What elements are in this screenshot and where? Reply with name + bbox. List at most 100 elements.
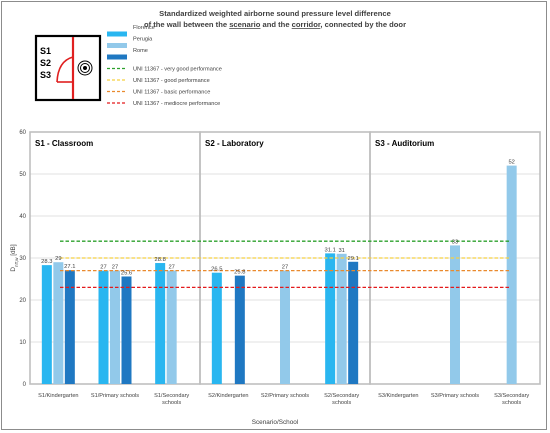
category-label-line: S3/Kindergarten [378,393,418,399]
x-axis-title: Scenario/School [252,419,299,426]
threshold-lines [60,240,510,289]
category-label-line: S1/Secondary [154,393,189,399]
legend-swatch-florence [107,31,127,37]
title-part-2: and the [260,20,291,29]
data-label-perugia-2-3: 31 [338,248,344,254]
y-tick-labels: 0 10 20 30 40 50 60 [19,130,26,388]
speaker-ring-center [83,66,87,70]
panel-title-3: S3 - Auditorium [375,139,434,148]
data-label-florence-1-1: 28.3 [41,259,52,265]
bar-florence-2-3 [325,253,336,384]
chart-legend: Florence Perugia Rome UNI 11367 - very good… [107,25,222,107]
category-label-line: schools [502,400,521,406]
data-label-perugia-1-1: 29 [55,256,61,262]
data-label-florence-2-3: 31.1 [325,247,336,253]
bar-perugia-1-1 [53,262,64,384]
y-axis-title: DnT,w [dB] [10,244,19,271]
panel-title-1: S1 - Classroom [35,139,93,148]
diagram-door-arc [56,56,74,83]
data-label-perugia-1-2: 27 [112,265,118,271]
bars [41,165,517,384]
legend-label-rome: Rome [133,48,148,54]
bar-florence-2-1 [211,272,222,384]
category-label-1-3: S1/Secondary schools [154,393,189,406]
legend-label-florence: Florence [133,25,155,31]
data-label-perugia-1-3: 27 [168,265,174,271]
bar-perugia-2-2 [280,270,290,384]
chart-title-line-1: Standardized weighted airborne sound pre… [159,9,391,18]
category-label-2-1: S2/Kindergarten [208,393,248,399]
category-label-3-3: S3/Secondary schools [494,393,529,406]
bar-perugia-2-3 [336,253,347,384]
y-tick-30: 30 [19,256,26,262]
speaker-ring-middle [80,63,90,73]
bar-florence-1-1 [41,265,52,384]
title-part-3: corridor [292,20,321,29]
data-label-rome-2-3: 29.1 [348,256,359,262]
legend-label-good: UNI 11367 - good performance [133,78,210,84]
data-label-perugia-2-2: 27 [282,265,288,271]
bar-rome-1-1 [64,270,75,384]
title-part-0: of the wall between the [144,20,229,29]
data-label-florence-1-2: 27 [100,265,106,271]
category-label-line: schools [162,400,181,406]
data-label-rome-1-2: 25.6 [121,270,132,276]
y-axis-title-subscript: nT,w [14,257,19,267]
scenario-diagram: S1 S2 S3 [34,34,102,102]
category-label-1-1: S1/Kindergarten [38,393,78,399]
data-label-florence-1-3: 28.8 [155,257,166,263]
data-label-perugia-3-3: 52 [508,160,514,166]
y-axis-title-unit: [dB] [10,244,17,257]
bar-perugia-1-3 [166,270,177,384]
panel-title-2: S2 - Laboratory [205,139,264,148]
bar-perugia-1-2 [110,270,120,384]
legend-label-basic: UNI 11367 - basic performance [133,90,210,96]
category-label-line: S3/Secondary [494,393,529,399]
category-label-2-2: S2/Primary schools [261,393,309,399]
category-label-3-1: S3/Kindergarten [378,393,418,399]
panel-titles: S1 - Classroom S2 - Laboratory S3 - Audito… [35,139,434,148]
title-part-1: scenario [229,20,261,29]
chart-title-line-2: of the wall between the scenario and the… [144,20,406,29]
legend-swatch-perugia [107,43,127,48]
bar-perugia-3-3 [506,165,517,384]
data-label-rome-2-1: 25.8 [234,270,245,276]
y-tick-40: 40 [19,214,26,220]
category-label-line: S3/Primary schools [431,393,479,399]
legend-label-perugia: Perugia [133,37,153,43]
category-label-3-2: S3/Primary schools [431,393,479,399]
y-axis-title-main: D [10,267,17,272]
diagram-label-s1: S1 [40,46,51,56]
speaker-ring-outer [77,60,93,76]
title-part-4: , connected by the door [320,20,406,29]
diagram-label-s2: S2 [40,58,51,68]
data-label-florence-2-1: 26.5 [211,267,222,273]
legend-swatch-rome [107,54,127,60]
y-tick-20: 20 [19,298,26,304]
y-tick-60: 60 [19,130,26,136]
category-label-line: S2/Kindergarten [208,393,248,399]
bar-rome-2-1 [234,275,245,384]
category-label-line: S1/Kindergarten [38,393,78,399]
legend-label-very_good: UNI 11367 - very good performance [133,67,222,73]
diagram-label-s3: S3 [40,70,51,80]
y-tick-10: 10 [19,340,26,346]
bar-florence-1-2 [98,270,109,384]
bar-florence-1-3 [155,263,166,384]
bar-rome-1-2 [121,276,132,384]
category-label-line: S2/Primary schools [261,393,309,399]
y-tick-0: 0 [23,382,27,388]
category-label-2-3: S2/Secondary schools [324,393,359,406]
y-tick-50: 50 [19,172,26,178]
category-label-1-2: S1/Primary schools [91,393,139,399]
category-label-line: S1/Primary schools [91,393,139,399]
data-label-rome-1-1: 27.1 [64,264,75,270]
legend-label-mediocre: UNI 11367 - mediocre performance [133,101,220,107]
category-label-line: S2/Secondary [324,393,359,399]
data-label-perugia-3-2: 33 [452,239,458,245]
category-labels: S1/Kindergarten S1/Primary schools S1/Seco… [38,393,529,406]
category-label-line: schools [332,400,351,406]
bar-rome-2-3 [348,261,359,384]
